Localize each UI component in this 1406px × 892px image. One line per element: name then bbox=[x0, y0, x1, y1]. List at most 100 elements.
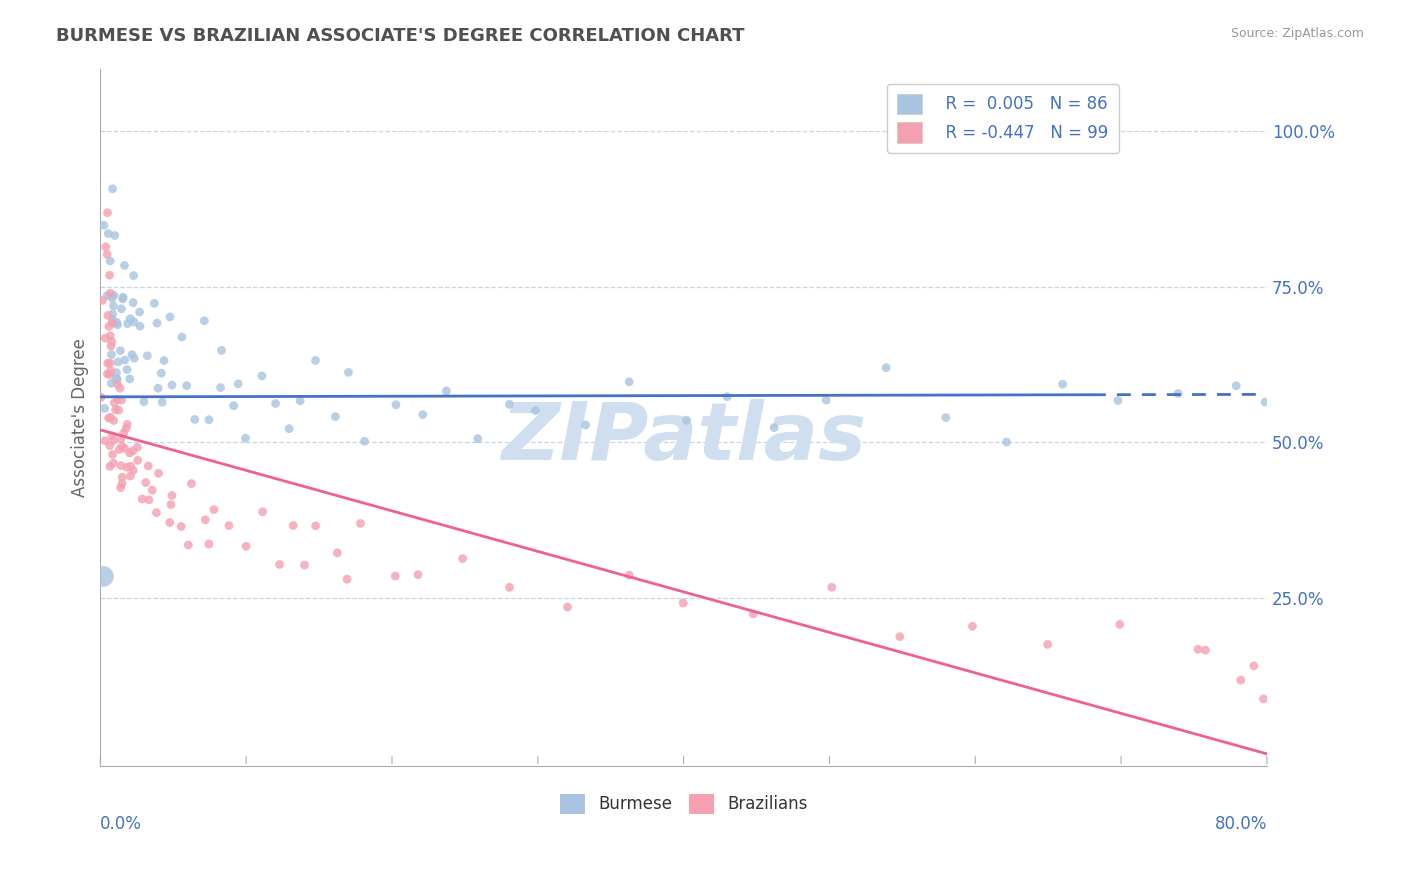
Point bbox=[110, 481, 132, 495]
Point bbox=[150, 395, 173, 409]
Point bbox=[184, 412, 207, 426]
Point bbox=[202, 502, 225, 516]
Point bbox=[283, 518, 305, 533]
Point bbox=[1225, 378, 1247, 392]
Point bbox=[304, 353, 326, 368]
Point bbox=[141, 483, 163, 498]
Y-axis label: Associate's Degree: Associate's Degree bbox=[72, 338, 89, 497]
Text: Source: ZipAtlas.com: Source: ZipAtlas.com bbox=[1230, 27, 1364, 40]
Point bbox=[218, 518, 240, 533]
Point bbox=[128, 305, 150, 319]
Point bbox=[235, 539, 257, 553]
Point bbox=[716, 390, 738, 404]
Point bbox=[98, 356, 121, 370]
Point bbox=[209, 381, 232, 395]
Point bbox=[110, 301, 132, 316]
Point bbox=[103, 434, 125, 448]
Point bbox=[198, 537, 221, 551]
Point bbox=[145, 506, 167, 520]
Point bbox=[127, 440, 149, 454]
Point bbox=[93, 569, 115, 583]
Point bbox=[1194, 643, 1216, 657]
Point bbox=[118, 372, 141, 386]
Point bbox=[97, 205, 120, 219]
Point bbox=[107, 403, 129, 417]
Point bbox=[100, 347, 122, 361]
Point bbox=[384, 569, 406, 583]
Point bbox=[278, 422, 301, 436]
Text: 80.0%: 80.0% bbox=[1215, 815, 1267, 833]
Point bbox=[96, 367, 118, 381]
Point bbox=[111, 292, 134, 306]
Point bbox=[619, 375, 641, 389]
Point bbox=[115, 421, 138, 435]
Point bbox=[153, 353, 176, 368]
Point bbox=[91, 293, 114, 308]
Point bbox=[120, 311, 142, 326]
Point bbox=[98, 459, 121, 474]
Point bbox=[114, 353, 136, 368]
Point bbox=[1108, 617, 1130, 632]
Point bbox=[337, 365, 360, 379]
Point bbox=[110, 392, 132, 407]
Point bbox=[451, 551, 474, 566]
Point bbox=[675, 413, 697, 427]
Point bbox=[98, 439, 121, 453]
Point bbox=[108, 381, 131, 395]
Point bbox=[131, 491, 153, 506]
Point bbox=[498, 397, 520, 411]
Point bbox=[222, 399, 245, 413]
Point bbox=[98, 328, 121, 343]
Point bbox=[127, 453, 149, 467]
Point bbox=[120, 459, 142, 474]
Point bbox=[143, 296, 166, 310]
Point bbox=[875, 360, 897, 375]
Point bbox=[98, 286, 121, 301]
Point bbox=[962, 619, 984, 633]
Point bbox=[93, 219, 115, 233]
Point bbox=[103, 413, 125, 427]
Point bbox=[122, 315, 145, 329]
Point bbox=[96, 247, 118, 261]
Point bbox=[136, 349, 159, 363]
Point bbox=[94, 434, 117, 448]
Point bbox=[100, 376, 122, 391]
Text: ZIPatlas: ZIPatlas bbox=[501, 400, 866, 477]
Point bbox=[108, 442, 131, 457]
Point bbox=[122, 295, 145, 310]
Point bbox=[672, 596, 695, 610]
Point bbox=[101, 316, 124, 330]
Point bbox=[252, 505, 274, 519]
Point bbox=[160, 378, 183, 392]
Point bbox=[101, 307, 124, 321]
Point bbox=[136, 458, 159, 473]
Point bbox=[104, 228, 127, 243]
Point bbox=[96, 288, 118, 302]
Point bbox=[406, 567, 429, 582]
Point bbox=[105, 371, 128, 385]
Point bbox=[138, 492, 160, 507]
Point bbox=[288, 393, 311, 408]
Point bbox=[211, 343, 233, 358]
Point bbox=[118, 446, 141, 460]
Point bbox=[104, 402, 127, 417]
Point bbox=[115, 362, 138, 376]
Point bbox=[105, 315, 128, 329]
Point bbox=[815, 393, 838, 408]
Point bbox=[101, 182, 124, 196]
Point bbox=[226, 376, 249, 391]
Point bbox=[467, 432, 489, 446]
Text: BURMESE VS BRAZILIAN ASSOCIATE'S DEGREE CORRELATION CHART: BURMESE VS BRAZILIAN ASSOCIATE'S DEGREE … bbox=[56, 27, 745, 45]
Point bbox=[103, 299, 125, 313]
Point bbox=[821, 580, 844, 594]
Point bbox=[103, 456, 125, 470]
Point bbox=[264, 396, 287, 410]
Point bbox=[763, 420, 786, 434]
Point bbox=[995, 435, 1018, 450]
Point bbox=[97, 227, 120, 241]
Point bbox=[110, 458, 132, 473]
Point bbox=[100, 410, 122, 425]
Point bbox=[101, 312, 124, 326]
Point bbox=[111, 476, 134, 491]
Point bbox=[90, 390, 112, 404]
